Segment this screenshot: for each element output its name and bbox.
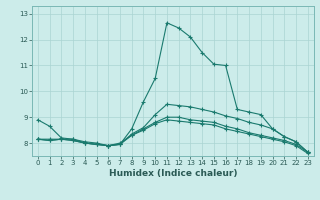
X-axis label: Humidex (Indice chaleur): Humidex (Indice chaleur): [108, 169, 237, 178]
